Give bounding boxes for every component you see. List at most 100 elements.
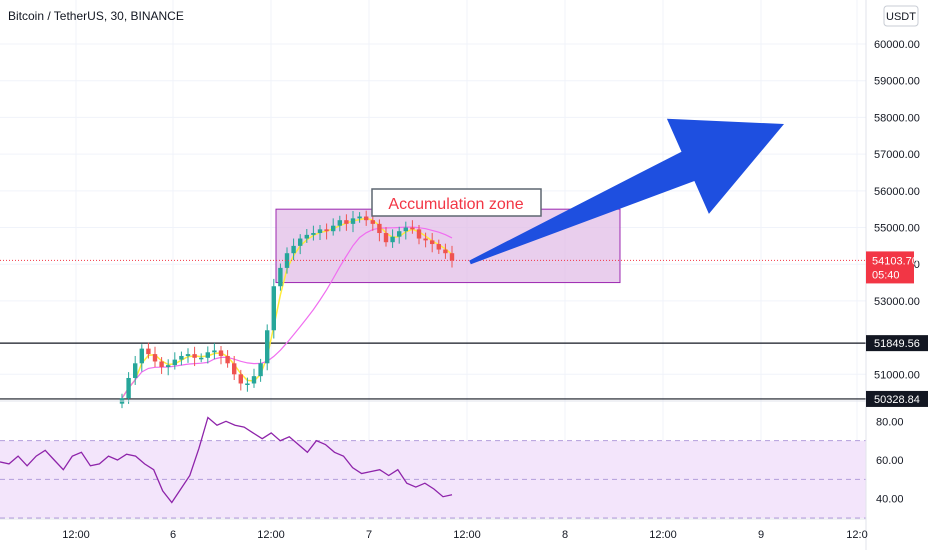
candle <box>324 223 329 240</box>
price-axis[interactable]: 60000.00 59000.00 58000.00 57000.00 56000.00… <box>874 39 920 381</box>
horizontal-levels <box>0 342 866 400</box>
ma-slow-line <box>121 226 453 399</box>
candle-body <box>212 350 217 353</box>
candle-body <box>205 352 210 358</box>
candle <box>430 233 435 253</box>
candle-body <box>298 238 303 246</box>
candle-body <box>337 220 342 226</box>
rsi-tick-label: 40.00 <box>876 494 904 506</box>
currency-badge[interactable]: USDT <box>883 5 919 27</box>
candle <box>133 355 138 385</box>
price-tick-label: 60000.00 <box>874 39 920 51</box>
candle <box>205 346 210 364</box>
candle <box>364 210 369 226</box>
candle <box>265 324 270 371</box>
candle <box>152 346 158 368</box>
candle-body <box>436 244 441 250</box>
time-tick-label: 12:00 <box>649 529 677 541</box>
zone-label-box[interactable]: Accumulation zone <box>371 188 542 217</box>
candle-body <box>126 377 131 399</box>
candle-body <box>443 249 448 254</box>
candle-body <box>377 223 382 234</box>
time-tick-label: 12:00 <box>257 529 285 541</box>
price-tick-label: 51000.00 <box>874 369 920 381</box>
candle <box>139 344 144 372</box>
candle-body <box>344 220 349 224</box>
rsi-axis[interactable]: 80.00 60.00 40.00 <box>876 416 904 505</box>
up-arrow-annotation[interactable] <box>469 118 784 265</box>
candle <box>291 238 296 261</box>
candle-body <box>284 253 290 268</box>
candle-body <box>166 365 171 367</box>
candle-body <box>416 229 422 239</box>
candle <box>449 245 455 268</box>
candle-body <box>245 383 250 385</box>
rsi-pane <box>0 416 866 519</box>
candle-body <box>311 233 316 235</box>
level-badge-value: 51849.56 <box>874 338 920 350</box>
candle <box>337 215 342 232</box>
candle <box>199 353 204 363</box>
candle-body <box>133 363 138 378</box>
level-badge-bg <box>866 335 928 352</box>
candle-body <box>271 286 276 331</box>
candle <box>192 346 197 367</box>
candle <box>383 227 389 247</box>
candle-body <box>179 355 184 360</box>
candle-body <box>430 240 435 245</box>
candle-body <box>218 350 224 356</box>
time-tick-label: 6 <box>170 529 176 541</box>
candle-body <box>146 348 151 355</box>
arrow-icon <box>469 118 784 265</box>
candle-body <box>357 216 362 219</box>
currency-badge-label: USDT <box>886 11 916 23</box>
candle-body <box>199 357 204 360</box>
candle-body <box>331 225 336 232</box>
candle <box>344 214 349 231</box>
candle-body <box>317 229 323 234</box>
rsi-tick-label: 80.00 <box>876 416 904 428</box>
time-axis[interactable]: 12:00 6 12:00 7 12:00 8 12:00 9 12:0 <box>62 529 867 541</box>
candle <box>436 239 441 254</box>
candles <box>119 210 455 409</box>
candle <box>416 224 422 245</box>
price-tick-label: 55000.00 <box>874 223 920 235</box>
candle <box>232 355 237 380</box>
candle-body <box>185 354 191 356</box>
rsi-tick-label: 60.00 <box>876 455 904 467</box>
candle-body <box>232 363 237 375</box>
candle <box>218 346 224 365</box>
candle <box>390 229 395 248</box>
candle-body <box>225 355 230 364</box>
candle-body <box>370 220 375 224</box>
candle-body <box>265 330 270 364</box>
candle <box>185 348 191 363</box>
candle-body <box>383 233 389 243</box>
candle <box>271 278 276 339</box>
price-tick-label: 57000.00 <box>874 149 920 161</box>
candle <box>238 369 243 391</box>
candle-body <box>449 253 455 261</box>
candle <box>410 220 415 234</box>
candle <box>126 372 131 404</box>
candle-body <box>410 227 415 230</box>
candle <box>298 234 303 255</box>
symbol-title: Bitcoin / TetherUS, 30, BINANCE <box>8 9 184 23</box>
candle-body <box>278 267 283 287</box>
candle <box>357 212 362 223</box>
candle-body <box>350 218 356 224</box>
candle-body <box>423 238 428 241</box>
candle <box>397 226 402 244</box>
candle-body <box>324 229 329 232</box>
level-badge: 51849.56 <box>866 335 928 352</box>
time-tick-label: 9 <box>758 529 764 541</box>
candle <box>146 342 151 359</box>
candle <box>159 357 164 374</box>
candle <box>172 352 177 370</box>
candle-body <box>139 348 144 364</box>
price-tick-label: 59000.00 <box>874 76 920 88</box>
price-tick-label: 53000.00 <box>874 296 920 308</box>
candle-body <box>390 236 395 243</box>
